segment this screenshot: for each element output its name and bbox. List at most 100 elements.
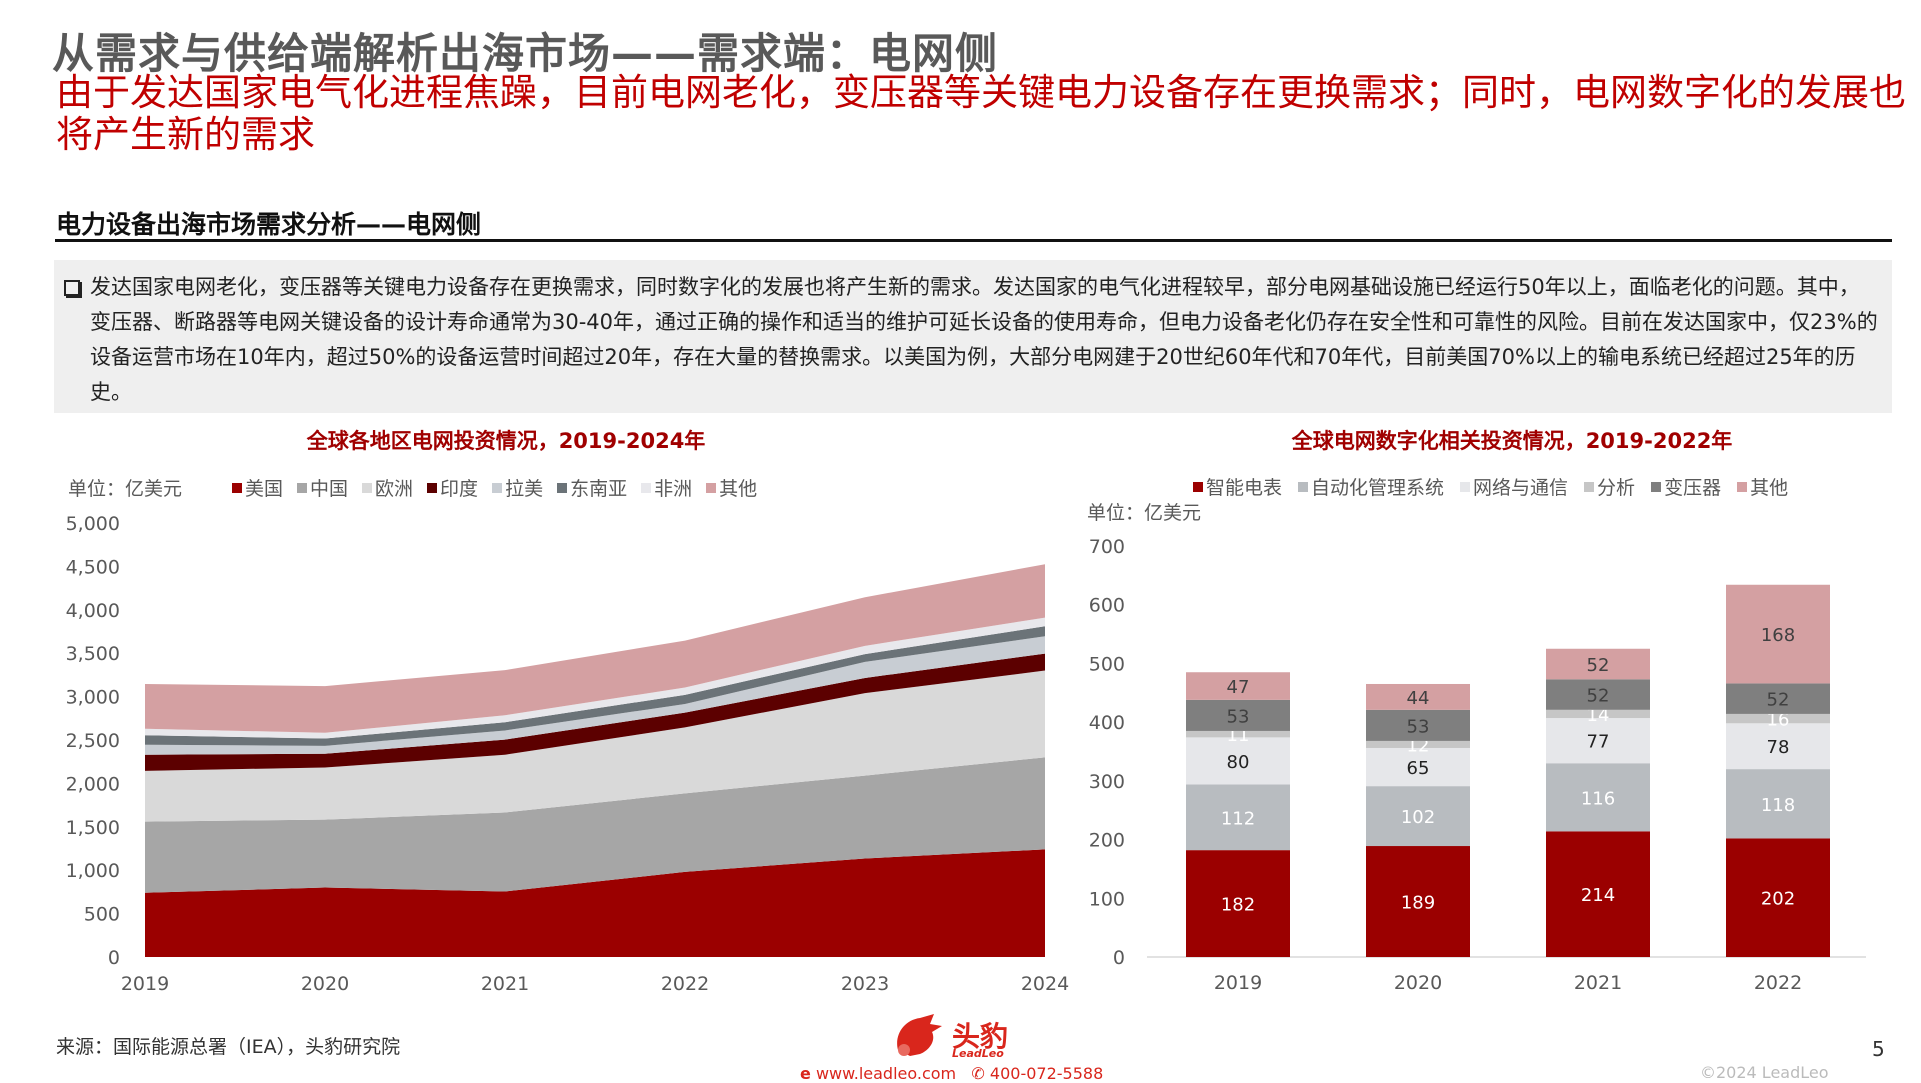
checkbox-bullet-icon <box>64 280 80 296</box>
legend-swatch <box>557 482 568 493</box>
data-label: 202 <box>1761 889 1795 910</box>
page-title: 从需求与供给端解析出海市场——需求端：电网侧 <box>52 29 999 78</box>
bar-chart-legend: 智能电表 自动化管理系统 网络与通信 分析 变压器 其他 <box>1193 473 1788 500</box>
web-icon: e <box>800 1064 811 1083</box>
legend-item: 拉美 <box>492 474 543 501</box>
website-link[interactable]: www.leadleo.com <box>815 1064 957 1083</box>
bar-segment-其他 <box>1366 683 1470 710</box>
y-tick-label: 2,500 <box>66 730 120 752</box>
legend-label: 中国 <box>310 478 349 500</box>
area-chart-title: 全球各地区电网投资情况，2019-2024年 <box>306 429 706 453</box>
x-tick-label: 2021 <box>481 973 529 995</box>
data-label: 78 <box>1767 737 1790 758</box>
legend-label: 拉美 <box>505 478 544 500</box>
summary-text: 发达国家电网老化，变压器等关键电力设备存在更换需求，同时数字化的发展也将产生新的… <box>90 275 1878 404</box>
legend-item: 自动化管理系统 <box>1298 473 1444 500</box>
data-label: 168 <box>1761 625 1795 646</box>
area-series-印度 <box>145 653 1045 771</box>
area-series-中国 <box>145 757 1045 893</box>
x-tick-label: 2022 <box>661 973 709 995</box>
phone-icon: ✆ <box>971 1064 985 1083</box>
data-label: 53 <box>1227 706 1250 727</box>
data-label: 118 <box>1761 795 1795 816</box>
y-tick-label: 500 <box>84 904 120 926</box>
y-tick-label: 500 <box>1089 653 1125 675</box>
x-tick-label: 2019 <box>121 973 169 995</box>
y-tick-label: 0 <box>1113 947 1125 969</box>
bar-chart-title: 全球电网数字化相关投资情况，2019-2022年 <box>1291 429 1733 453</box>
legend-label: 自动化管理系统 <box>1311 477 1445 499</box>
y-tick-label: 5,000 <box>66 513 120 535</box>
bar-segment-自动化管理系统 <box>1726 769 1830 839</box>
bar-segment-网络与通信 <box>1546 718 1650 764</box>
summary-box <box>54 260 1892 413</box>
legend-swatch <box>1584 481 1595 492</box>
legend-label: 东南亚 <box>570 478 628 500</box>
page-number: 5 <box>1872 1037 1885 1061</box>
y-tick-label: 0 <box>108 947 120 969</box>
x-tick-label: 2024 <box>1021 973 1069 995</box>
bar-segment-网络与通信 <box>1366 747 1470 787</box>
bar-segment-分析 <box>1186 730 1290 738</box>
bar-segment-自动化管理系统 <box>1186 784 1290 851</box>
legend-item: 变压器 <box>1651 473 1721 500</box>
x-tick-label: 2021 <box>1574 972 1622 994</box>
bar-chart-unit: 单位：亿美元 <box>1087 502 1202 524</box>
bar-segment-网络与通信 <box>1186 737 1290 785</box>
legend-swatch <box>1460 481 1471 492</box>
legend-label: 变压器 <box>1664 477 1722 499</box>
legend-swatch <box>297 482 308 493</box>
data-label: 214 <box>1581 885 1615 906</box>
y-tick-label: 1,000 <box>66 860 120 882</box>
legend-swatch <box>641 482 652 493</box>
y-tick-label: 4,000 <box>66 600 120 622</box>
legend-item: 非洲 <box>641 474 692 501</box>
legend-label: 印度 <box>440 478 479 500</box>
legend-label: 美国 <box>245 478 284 500</box>
y-tick-label: 300 <box>1089 771 1125 793</box>
legend-swatch <box>1298 481 1309 492</box>
bar-chart: 1821128011534720191891026512534420202141… <box>1089 536 1866 994</box>
legend-swatch <box>232 482 242 493</box>
x-tick-label: 2022 <box>1754 972 1802 994</box>
y-tick-label: 100 <box>1089 888 1125 910</box>
bar-segment-智能电表 <box>1186 850 1290 957</box>
source-note: 来源：国际能源总署（IEA），头豹研究院 <box>56 1036 401 1058</box>
legend-item: 其他 <box>1737 473 1788 500</box>
y-tick-label: 3,500 <box>66 643 120 665</box>
contact-line: e www.leadleo.com ✆ 400-072-5588 <box>800 1064 1103 1083</box>
page-subtitle: 由于发达国家电气化进程焦躁，目前电网老化，变压器等关键电力设备存在更换需求；同时… <box>56 71 1906 156</box>
legend-swatch <box>1651 481 1662 492</box>
data-label: 16 <box>1767 710 1790 731</box>
bar-segment-其他 <box>1546 648 1650 680</box>
x-tick-label: 2020 <box>1394 972 1442 994</box>
y-tick-label: 4,500 <box>66 556 120 578</box>
bar-segment-变压器 <box>1186 699 1290 731</box>
legend-item: 中国 <box>297 474 348 501</box>
legend-item: 智能电表 <box>1193 473 1282 500</box>
bar-segment-智能电表 <box>1546 831 1650 957</box>
legend-label: 其他 <box>719 478 758 500</box>
legend-label: 非洲 <box>654 478 693 500</box>
legend-label: 欧洲 <box>375 478 414 500</box>
data-label: 116 <box>1581 788 1615 809</box>
data-label: 53 <box>1407 716 1430 737</box>
bar-segment-自动化管理系统 <box>1366 786 1470 847</box>
data-label: 77 <box>1587 732 1610 753</box>
area-series-美国 <box>145 849 1045 957</box>
legend-item: 美国 <box>232 474 283 501</box>
data-label: 47 <box>1227 677 1250 698</box>
y-tick-label: 1,500 <box>66 817 120 839</box>
bar-segment-变压器 <box>1726 683 1830 714</box>
x-tick-label: 2019 <box>1214 972 1262 994</box>
y-tick-label: 400 <box>1089 712 1125 734</box>
data-label: 112 <box>1221 808 1255 829</box>
bar-segment-智能电表 <box>1726 838 1830 957</box>
data-label: 52 <box>1587 686 1610 707</box>
legend-swatch <box>427 482 438 493</box>
bar-segment-自动化管理系统 <box>1546 763 1650 832</box>
legend-label: 其他 <box>1750 477 1789 499</box>
section-heading: 电力设备出海市场需求分析——电网侧 <box>56 210 482 239</box>
logo-text: 头豹 <box>952 1020 1009 1053</box>
area-chart-legend: 美国 中国 欧洲 印度 拉美 东南亚 非洲 其他 <box>232 474 757 501</box>
